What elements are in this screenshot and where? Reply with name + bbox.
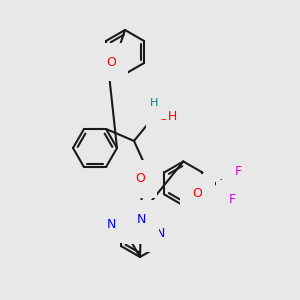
Text: N: N	[164, 242, 174, 254]
Text: N: N	[136, 213, 146, 226]
Text: F: F	[229, 193, 236, 206]
Text: N: N	[156, 227, 165, 240]
Text: F: F	[235, 165, 242, 178]
Text: N: N	[137, 218, 147, 232]
Text: OH: OH	[158, 110, 178, 123]
Text: H: H	[150, 98, 158, 108]
Text: O: O	[106, 56, 116, 68]
Text: N: N	[106, 218, 116, 230]
Text: O: O	[192, 187, 202, 200]
Text: O: O	[135, 172, 145, 185]
